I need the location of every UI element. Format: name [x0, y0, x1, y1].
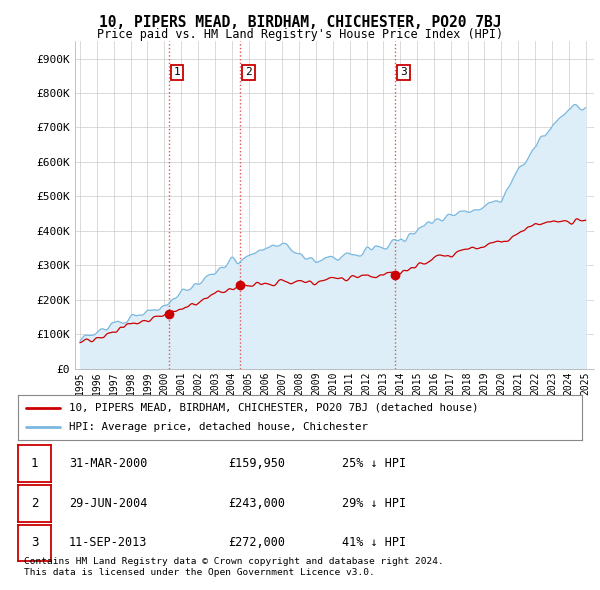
- Text: 29-JUN-2004: 29-JUN-2004: [69, 497, 148, 510]
- Text: 10, PIPERS MEAD, BIRDHAM, CHICHESTER, PO20 7BJ: 10, PIPERS MEAD, BIRDHAM, CHICHESTER, PO…: [99, 15, 501, 30]
- Text: HPI: Average price, detached house, Chichester: HPI: Average price, detached house, Chic…: [69, 422, 368, 432]
- Text: £272,000: £272,000: [228, 536, 285, 549]
- Text: 1: 1: [173, 67, 181, 77]
- Text: 31-MAR-2000: 31-MAR-2000: [69, 457, 148, 470]
- Text: 2: 2: [245, 67, 252, 77]
- Text: 29% ↓ HPI: 29% ↓ HPI: [342, 497, 406, 510]
- Text: £243,000: £243,000: [228, 497, 285, 510]
- Text: 1: 1: [31, 457, 38, 470]
- Text: £159,950: £159,950: [228, 457, 285, 470]
- Text: 25% ↓ HPI: 25% ↓ HPI: [342, 457, 406, 470]
- Text: Contains HM Land Registry data © Crown copyright and database right 2024.: Contains HM Land Registry data © Crown c…: [24, 558, 444, 566]
- Text: 3: 3: [31, 536, 38, 549]
- Text: 2: 2: [31, 497, 38, 510]
- Text: 10, PIPERS MEAD, BIRDHAM, CHICHESTER, PO20 7BJ (detached house): 10, PIPERS MEAD, BIRDHAM, CHICHESTER, PO…: [69, 403, 478, 412]
- Text: 41% ↓ HPI: 41% ↓ HPI: [342, 536, 406, 549]
- Text: This data is licensed under the Open Government Licence v3.0.: This data is licensed under the Open Gov…: [24, 568, 375, 577]
- Text: Price paid vs. HM Land Registry's House Price Index (HPI): Price paid vs. HM Land Registry's House …: [97, 28, 503, 41]
- Text: 3: 3: [400, 67, 407, 77]
- Text: 11-SEP-2013: 11-SEP-2013: [69, 536, 148, 549]
